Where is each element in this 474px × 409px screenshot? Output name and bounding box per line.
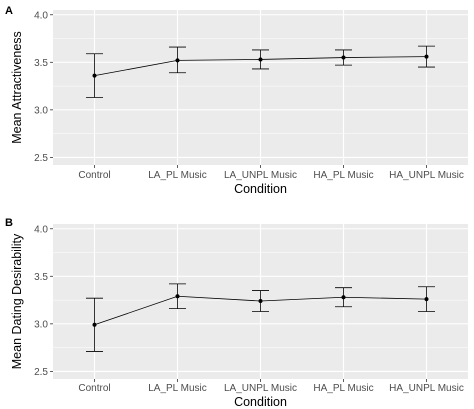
y-tick-label: 3.0 [34,105,48,116]
y-axis-title: Mean Dating Desirability [10,233,24,369]
data-points [92,294,429,327]
gridlines [53,10,468,165]
y-tick-label: 3.5 [34,58,48,69]
data-point [341,55,346,60]
x-tick-label: LA_UNPL Music [224,383,297,394]
data-point [175,58,180,63]
y-tick-label: 3.5 [34,272,48,283]
data-points [92,54,429,78]
data-point [258,57,263,62]
x-tick-label: LA_PL Music [148,383,207,394]
x-tick-label: LA_PL Music [148,170,207,181]
data-point [424,54,429,59]
x-axis-ticks: Control LA_PL Music LA_UNPL Music HA_PL Mus… [78,379,464,394]
y-tick-label: 4.0 [34,10,48,21]
y-tick-label: 2.5 [34,367,48,378]
x-tick-label: LA_UNPL Music [224,170,297,181]
panel-label: A [5,5,13,17]
y-axis-ticks: 2.5 3.0 3.5 4.0 [34,224,53,378]
x-tick-label: HA_UNPL Music [389,383,464,394]
gridlines [53,224,468,379]
y-axis-title: Mean Attractiveness [10,31,24,144]
y-tick-label: 2.5 [34,153,48,164]
x-tick-label: HA_PL Music [313,170,373,181]
panel-b: B 2.5 3.0 3.5 4.0 Control LA_PL Music LA_UNPL… [5,217,468,409]
x-tick-label: HA_UNPL Music [389,170,464,181]
y-axis-ticks: 2.5 3.0 3.5 4.0 [34,10,53,164]
x-tick-label: HA_PL Music [313,383,373,394]
data-point [175,294,180,299]
data-point [258,299,263,304]
y-tick-label: 3.0 [34,319,48,330]
data-point [92,322,97,327]
x-tick-label: Control [78,383,110,394]
y-tick-label: 4.0 [34,224,48,235]
x-axis-ticks: Control LA_PL Music LA_UNPL Music HA_PL Mus… [78,165,464,181]
panel-a: A 2.5 3.0 3.5 4.0 Control LA_PL Music LA_UNPL… [5,5,468,196]
data-point [341,295,346,300]
x-tick-label: Control [78,170,110,181]
data-point [424,297,429,302]
x-axis-title: Condition [234,395,287,409]
panel-label: B [5,217,13,229]
data-point [92,73,97,78]
x-axis-title: Condition [234,182,287,196]
